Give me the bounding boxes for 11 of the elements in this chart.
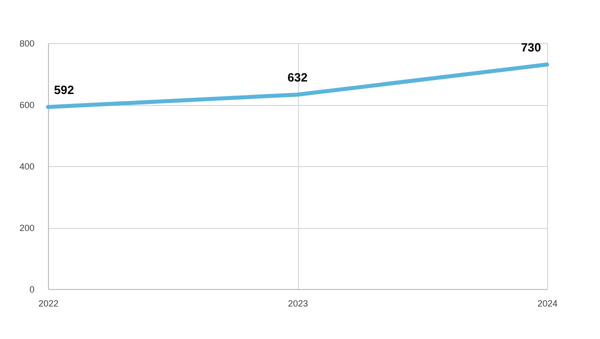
x-tick-label: 2023 (288, 298, 308, 308)
data-label: 592 (54, 82, 74, 97)
y-tick-label: 400 (19, 162, 34, 172)
x-tick-label: 2024 (537, 298, 558, 308)
data-label: 730 (520, 40, 542, 55)
y-tick-label: 200 (19, 223, 34, 233)
x-tick-label: 2022 (38, 298, 59, 308)
y-tick-label: 600 (19, 100, 34, 110)
y-tick-label: 0 (29, 284, 34, 294)
y-tick-label: 800 (19, 38, 34, 48)
data-label: 632 (287, 70, 308, 85)
